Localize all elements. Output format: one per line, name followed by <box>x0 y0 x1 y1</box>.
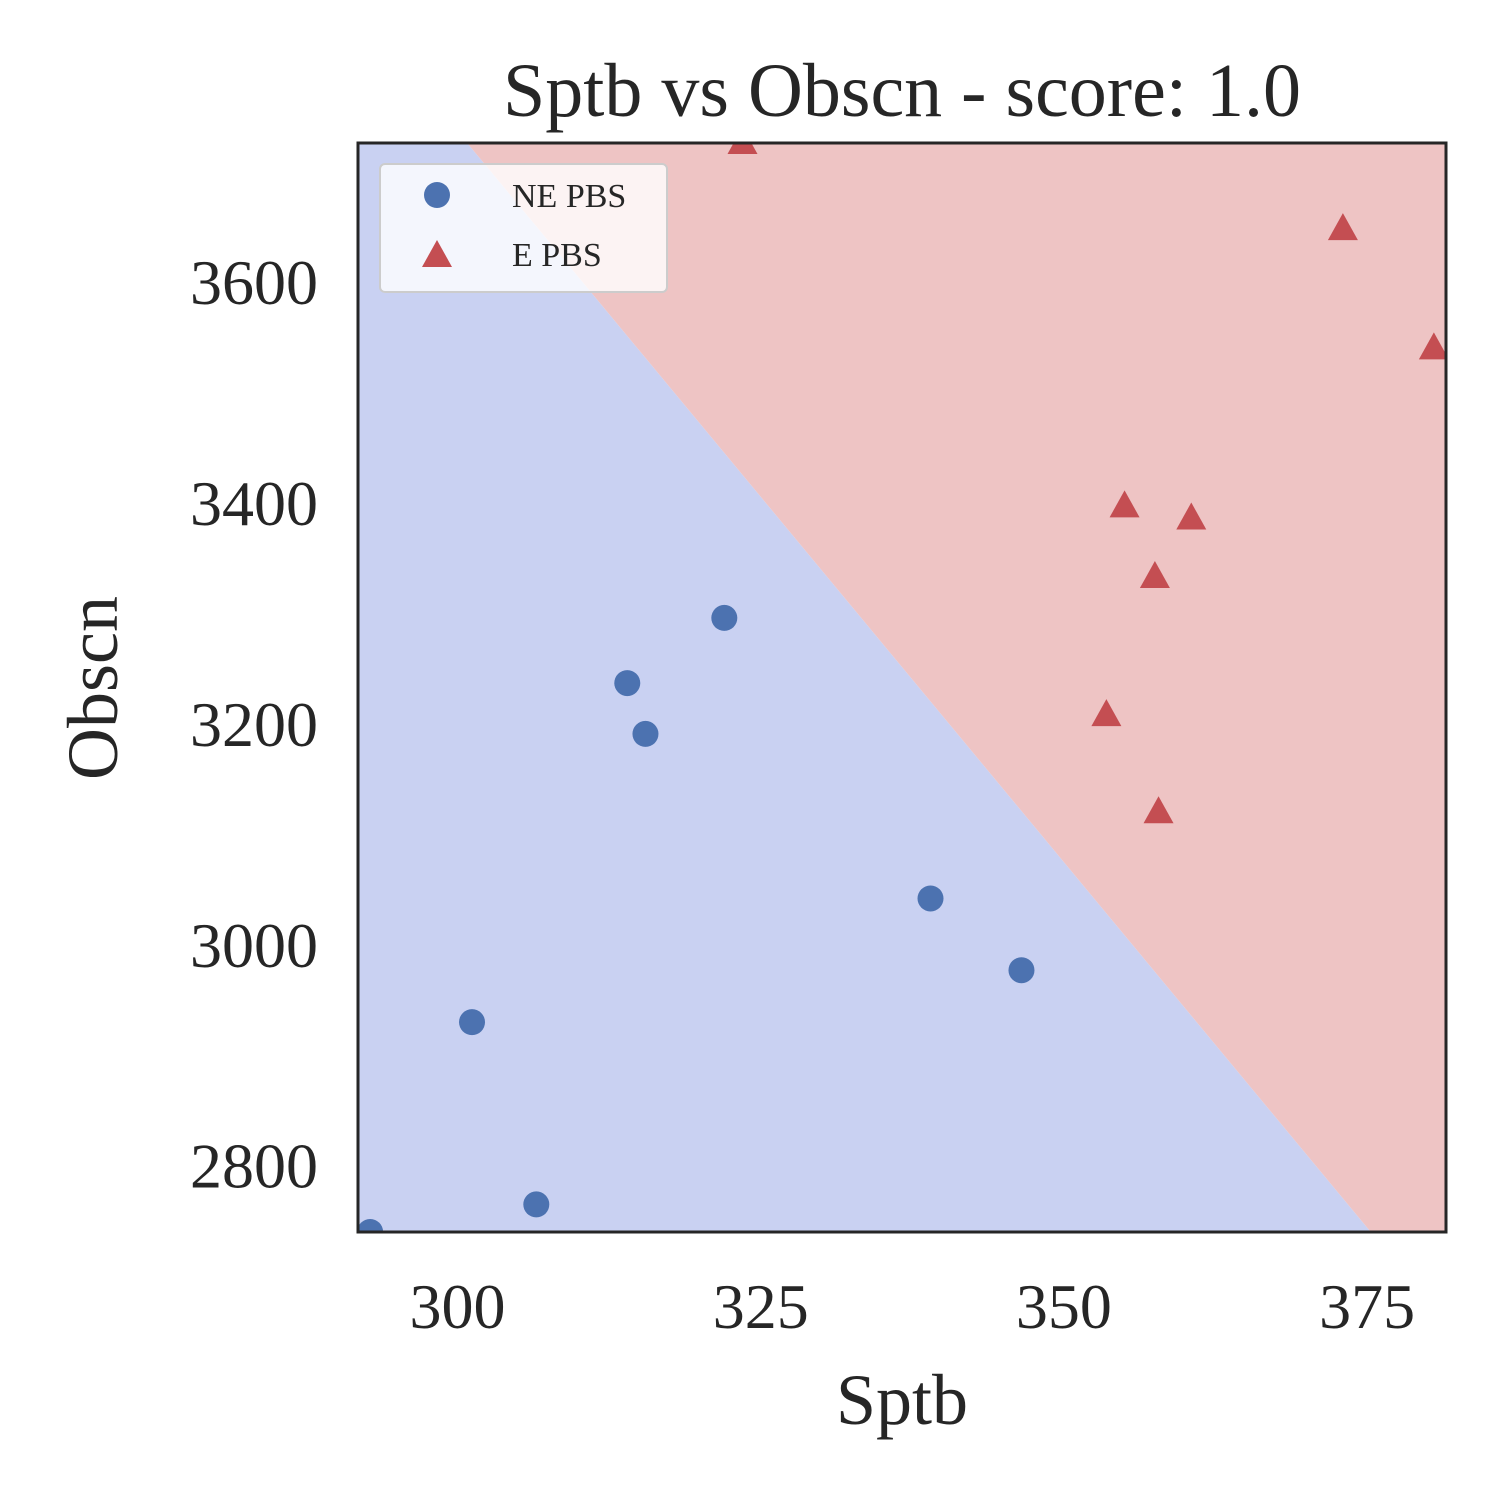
legend-label-ne-pbs: NE PBS <box>512 178 626 215</box>
point-ne-pbs-0 <box>358 1219 384 1232</box>
point-e-pbs-0 <box>727 143 758 154</box>
point-ne-pbs-5 <box>711 604 738 631</box>
y-axis-label: Obscn <box>53 596 133 780</box>
legend-label-e-pbs: E PBS <box>512 237 602 274</box>
point-e-pbs-2 <box>1109 490 1140 518</box>
legend-marker-ne-pbs <box>424 182 450 208</box>
y-tick-label-0: 2800 <box>190 1131 318 1202</box>
x-tick-label-2: 350 <box>1016 1271 1112 1342</box>
legend-marker-e-pbs <box>422 240 452 267</box>
y-tick-label-1: 3000 <box>190 910 318 981</box>
point-ne-pbs-1 <box>459 1009 486 1036</box>
point-e-pbs-5 <box>1176 502 1207 530</box>
x-axis-ticks: 300 325 350 375 <box>409 1271 1415 1342</box>
y-axis-ticks: 2800 3000 3200 3400 3600 <box>190 247 318 1202</box>
plot-frame <box>356 141 1448 1234</box>
x-tick-label-0: 300 <box>409 1271 505 1342</box>
chart-title: Sptb vs Obscn - score: 1.0 <box>503 49 1301 133</box>
point-e-pbs-4 <box>1143 796 1174 824</box>
x-tick-label-1: 325 <box>713 1271 809 1342</box>
region-ne-pbs <box>358 143 1371 1232</box>
x-tick-label-3: 375 <box>1319 1271 1415 1342</box>
point-ne-pbs-4 <box>632 720 659 747</box>
point-e-pbs-6 <box>1327 213 1358 241</box>
plot-area <box>358 143 1446 1232</box>
y-tick-label-3: 3400 <box>190 468 318 539</box>
y-tick-label-4: 3600 <box>190 247 318 318</box>
point-e-pbs-1 <box>1091 699 1122 727</box>
point-e-pbs-3 <box>1139 561 1170 589</box>
legend: NE PBS E PBS <box>379 163 668 293</box>
point-ne-pbs-3 <box>614 670 641 697</box>
point-e-pbs-7 <box>1418 332 1446 360</box>
point-ne-pbs-2 <box>523 1191 550 1218</box>
point-ne-pbs-7 <box>1008 957 1035 984</box>
region-e-pbs <box>467 143 1446 1232</box>
x-axis-label: Sptb <box>836 1360 968 1440</box>
y-tick-label-2: 3200 <box>190 689 318 760</box>
point-ne-pbs-6 <box>917 885 944 912</box>
points-layer <box>358 143 1446 1232</box>
legend-box <box>379 163 668 293</box>
